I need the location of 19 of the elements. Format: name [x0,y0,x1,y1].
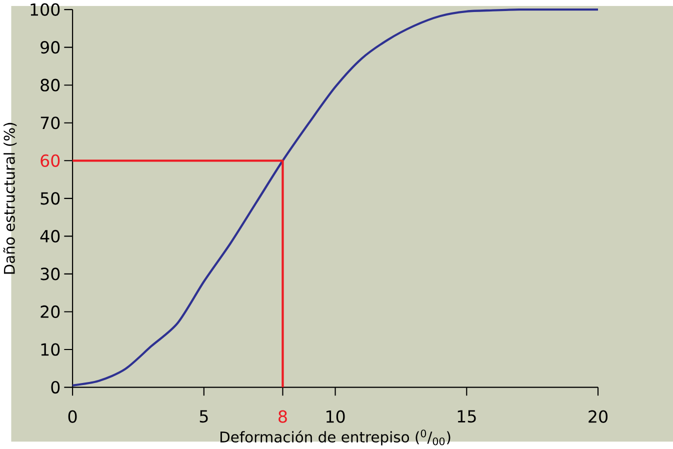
x-tick-label: 20 [588,410,608,424]
y-tick-label: 20 [40,306,60,318]
y-tick-label: 10 [41,343,60,356]
x-tick-label: 5 [200,410,208,423]
x-tick-label: 10 [326,410,345,424]
y-tick-label: 30 [40,268,60,280]
x-tick-label: 0 [68,410,77,424]
y-axis-title: Daño estructural (%) [3,123,17,274]
y-tick-label: 90 [40,41,60,54]
y-tick-label: 70 [40,116,60,130]
y-tick-label: 80 [40,78,60,92]
x-tick-label: 8 [278,410,287,424]
y-tick-label: 0 [51,381,60,394]
x-axis-title: Deformación de entrepiso ($^{0}$/$_{00}$) [220,430,450,446]
y-tick-label: 40 [40,230,60,243]
x-tick-label: 15 [458,410,476,423]
y-tick-label: 50 [40,192,60,205]
y-tick-label: 100 [30,3,60,16]
y-tick-label: 60 [40,154,60,168]
